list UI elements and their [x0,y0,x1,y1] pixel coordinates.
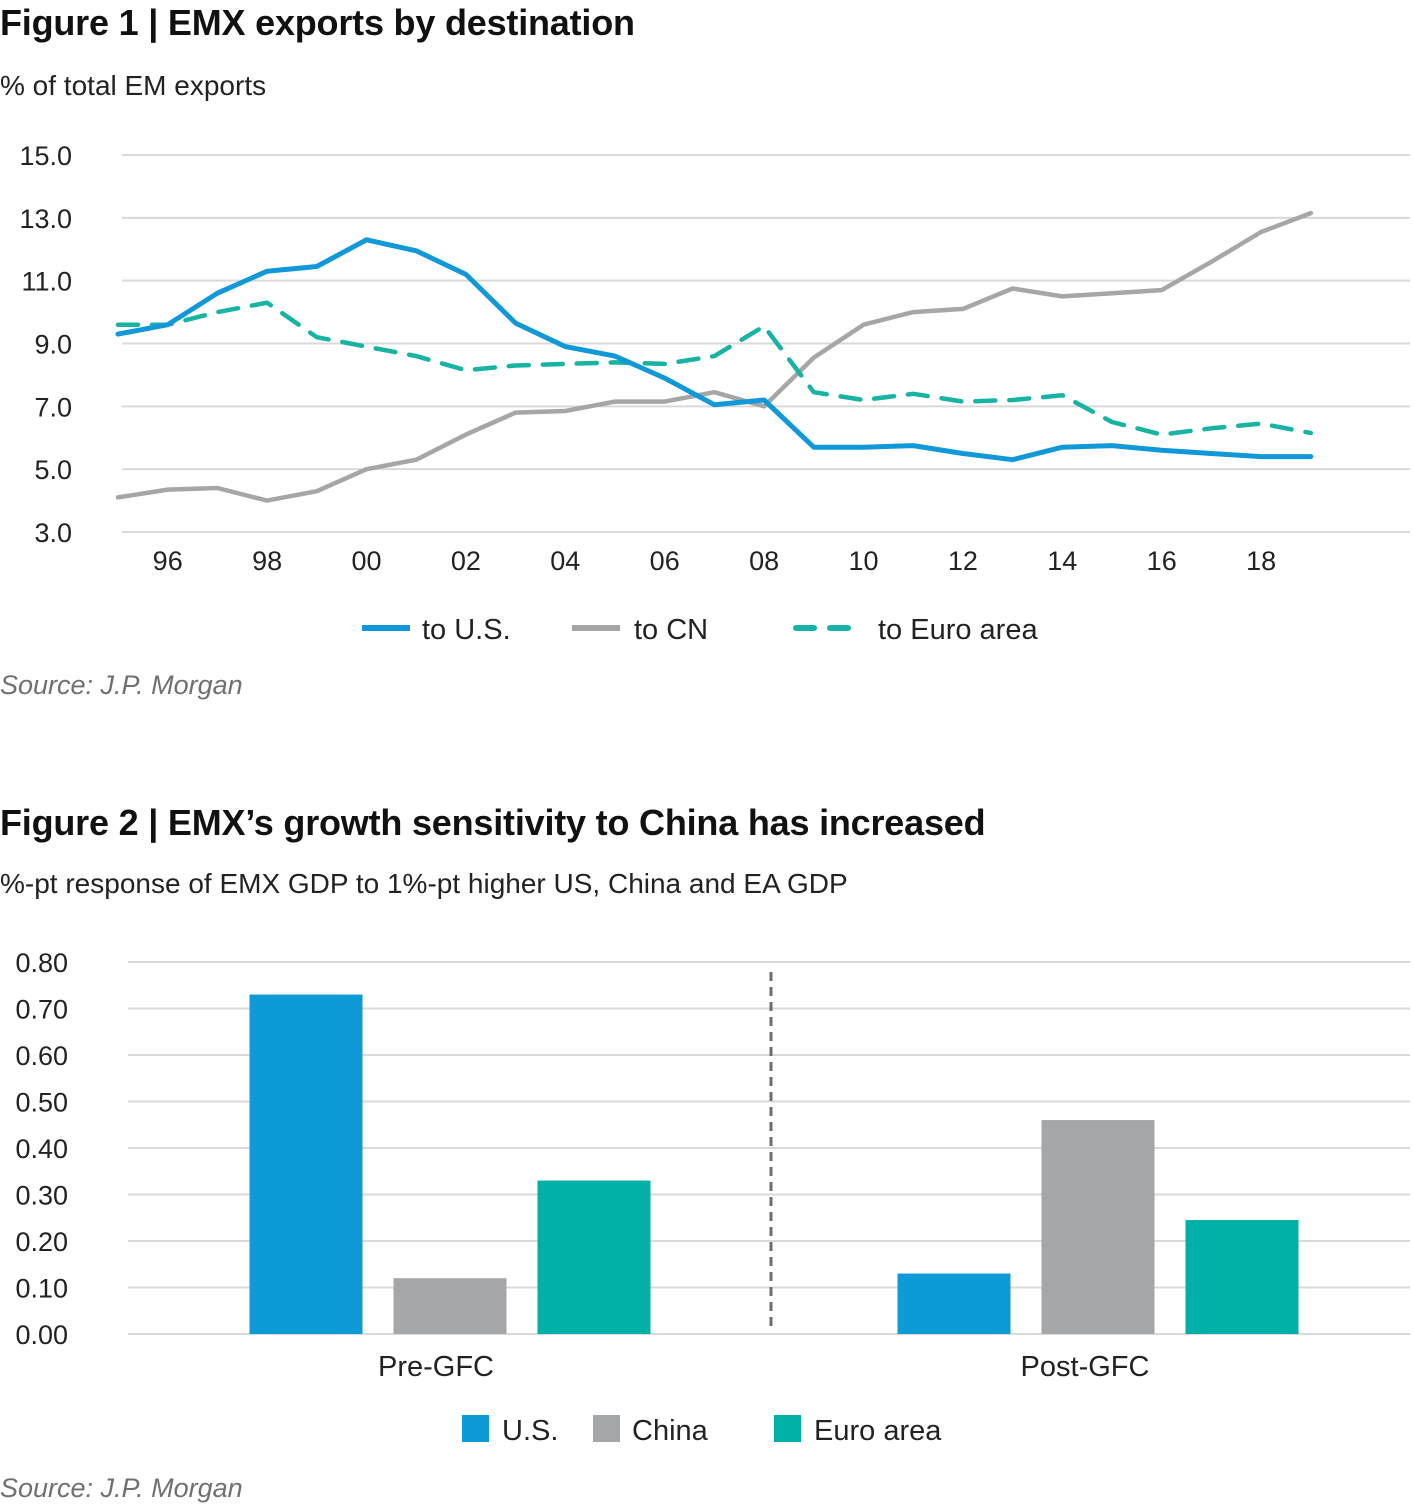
bar-pre-gfc-china [393,1278,507,1334]
y-tick-label: 0.00 [15,1320,68,1350]
y-tick-label: 11.0 [21,267,72,297]
legend-swatch [462,1415,489,1442]
x-tick-label: 16 [1147,546,1177,576]
figure2-source: Source: J.P. Morgan [0,1473,243,1503]
y-tick-label: 0.30 [15,1181,68,1211]
figure2-title: Figure 2 | EMX’s growth sensitivity to C… [0,802,986,843]
bar-chart: 0.00 0.10 0.20 0.30 0.40 0.50 0.60 0.70 0.80 Pre-… [15,948,1410,1447]
y-tick-label: 0.40 [15,1134,68,1164]
x-tick-label: 14 [1047,546,1077,576]
y-tick-label: 0.70 [15,995,68,1025]
bar-post-gfc-china [1041,1120,1155,1334]
x-tick-label: 12 [948,546,978,576]
category-label: Post-GFC [1021,1351,1150,1383]
y-tick-label: 0.20 [15,1227,68,1257]
x-tick-label: 06 [650,546,680,576]
y-tick-label: 0.10 [15,1274,68,1304]
x-tick-label: 10 [848,546,878,576]
figure1-subtitle: % of total EM exports [0,70,267,101]
figure1-title: Figure 1 | EMX exports by destination [0,2,635,43]
y-tick-label: 0.80 [15,948,68,978]
legend-swatch [593,1415,620,1442]
x-tick-label: 02 [451,546,481,576]
series-line-to-cn [115,210,1314,503]
bar-pre-gfc-u-s [249,994,363,1334]
bar-post-gfc-u-s [897,1273,1011,1334]
y-tick-label: 3.0 [34,518,72,548]
y-tick-label: 15.0 [19,141,72,171]
x-tick-label: 08 [749,546,779,576]
figure2-subtitle: %-pt response of EMX GDP to 1%-pt higher… [0,868,848,899]
legend-swatch [774,1415,801,1442]
legend-label: to CN [634,614,708,646]
line-chart: 3.0 5.0 7.0 9.0 11.0 13.0 15.0 96 98 00 02 04 06 08 10… [19,141,1410,646]
series-line-to-euro-area [115,300,1314,437]
x-tick-label: 04 [550,546,580,576]
y-tick-label: 5.0 [34,455,72,485]
y-tick-label: 0.50 [15,1088,68,1118]
x-tick-label: 98 [252,546,282,576]
legend-label: U.S. [502,1415,558,1447]
x-tick-label: 96 [153,546,183,576]
y-tick-label: 9.0 [34,330,72,360]
legend-label: China [632,1415,709,1447]
y-tick-label: 7.0 [34,392,72,422]
x-tick-label: 18 [1246,546,1276,576]
legend-label: to Euro area [878,614,1038,646]
figure1-source: Source: J.P. Morgan [0,670,243,700]
x-tick-label: 00 [351,546,381,576]
category-label: Pre-GFC [378,1351,494,1383]
bar-post-gfc-euro-area [1185,1220,1299,1334]
legend-label: Euro area [814,1415,942,1447]
y-tick-label: 13.0 [19,204,72,234]
series-line-to-u-s [115,237,1314,463]
legend-label: to U.S. [422,614,511,646]
y-tick-label: 0.60 [15,1041,68,1071]
bar-pre-gfc-euro-area [537,1180,651,1334]
